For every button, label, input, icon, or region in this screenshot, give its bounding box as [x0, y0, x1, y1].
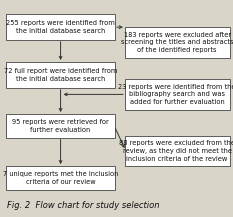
Text: 95 reports were retrieved for
further evaluation: 95 reports were retrieved for further ev… [12, 119, 109, 133]
Text: 72 full report were identified from
the initial database search: 72 full report were identified from the … [4, 68, 117, 82]
Text: Fig. 2  Flow chart for study selection: Fig. 2 Flow chart for study selection [7, 202, 160, 210]
FancyBboxPatch shape [125, 136, 230, 166]
FancyBboxPatch shape [125, 79, 230, 110]
Text: 23 reports were identified from the
bibliography search and was
added for furthe: 23 reports were identified from the bibl… [118, 84, 233, 105]
FancyBboxPatch shape [125, 27, 230, 58]
Text: 88 reports were excluded from the
review, as they did not meet the
inclusion cri: 88 reports were excluded from the review… [119, 140, 233, 162]
FancyBboxPatch shape [6, 114, 115, 138]
Text: 183 reports were excluded after
screening the titles and abstracts
of the identi: 183 reports were excluded after screenin… [121, 31, 233, 53]
FancyBboxPatch shape [6, 166, 115, 190]
FancyBboxPatch shape [6, 14, 115, 40]
Text: 7 unique reports met the inclusion
criteria of our review: 7 unique reports met the inclusion crite… [3, 171, 118, 185]
Text: 255 reports were identified from
the initial database search: 255 reports were identified from the ini… [6, 20, 115, 34]
FancyBboxPatch shape [6, 62, 115, 88]
